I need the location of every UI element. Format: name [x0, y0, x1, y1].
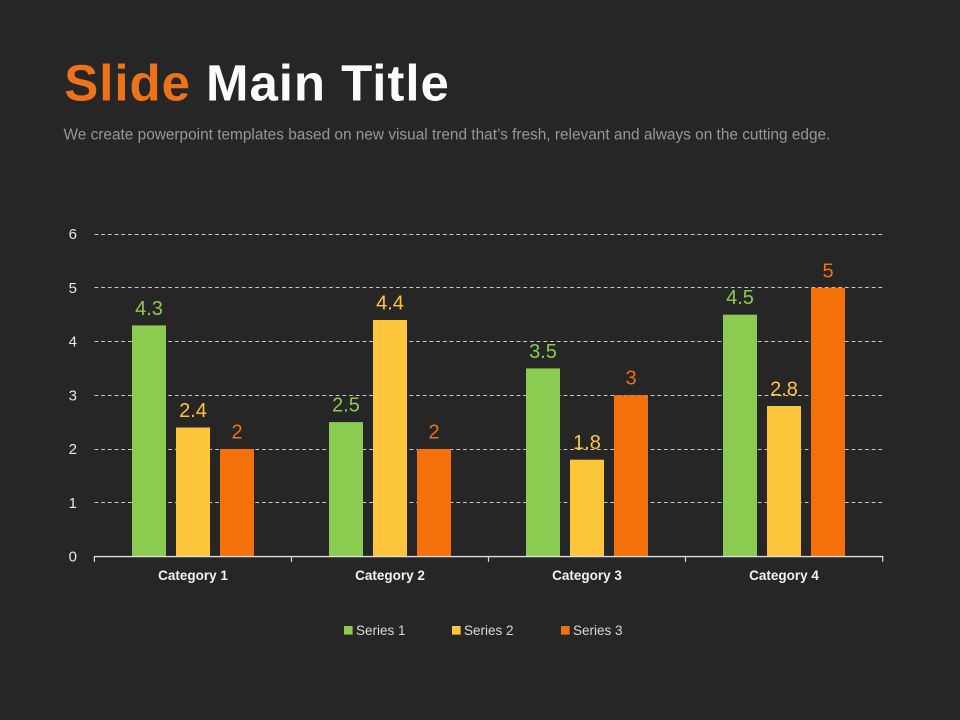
- svg-text:2: 2: [428, 422, 439, 444]
- svg-text:Series 1: Series 1: [356, 623, 406, 638]
- svg-text:2.5: 2.5: [332, 395, 360, 417]
- svg-text:2.4: 2.4: [179, 400, 207, 422]
- svg-text:2: 2: [231, 422, 242, 444]
- svg-text:1: 1: [69, 495, 77, 512]
- svg-text:2.8: 2.8: [770, 379, 798, 401]
- svg-text:Category 1: Category 1: [158, 568, 228, 583]
- svg-text:0: 0: [69, 549, 77, 566]
- svg-text:4.4: 4.4: [376, 293, 404, 315]
- svg-text:5: 5: [822, 260, 833, 282]
- svg-text:Slide Main Title: Slide Main Title: [64, 54, 450, 111]
- svg-text:6: 6: [69, 226, 77, 243]
- svg-text:3: 3: [69, 387, 77, 404]
- svg-text:5: 5: [69, 280, 77, 297]
- svg-text:We create powerpoint templates: We create powerpoint templates based on …: [64, 127, 831, 144]
- svg-text:Series 2: Series 2: [464, 623, 514, 638]
- svg-text:Category 3: Category 3: [552, 568, 622, 583]
- svg-text:Category 2: Category 2: [355, 568, 425, 583]
- svg-text:Category 4: Category 4: [749, 568, 819, 583]
- svg-text:Series 3: Series 3: [573, 623, 623, 638]
- svg-text:3: 3: [625, 368, 636, 390]
- svg-text:2: 2: [69, 441, 77, 458]
- svg-text:3.5: 3.5: [529, 341, 557, 363]
- svg-text:4.3: 4.3: [135, 298, 163, 320]
- svg-text:4.5: 4.5: [726, 287, 754, 309]
- svg-text:4: 4: [69, 334, 77, 351]
- svg-text:1.8: 1.8: [573, 432, 601, 454]
